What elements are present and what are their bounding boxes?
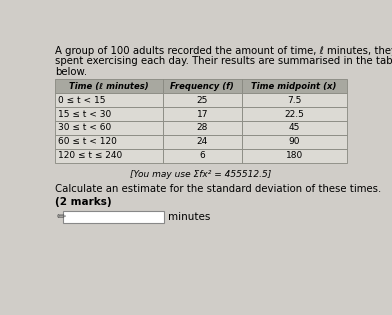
Text: minutes: minutes <box>168 212 211 222</box>
Text: Calculate an estimate for the standard deviation of these times.: Calculate an estimate for the standard d… <box>55 184 381 194</box>
Bar <box>55 107 163 121</box>
Text: 24: 24 <box>197 137 208 146</box>
Bar <box>163 121 242 135</box>
Text: A group of 100 adults recorded the amount of time, ℓ minutes, they: A group of 100 adults recorded the amoun… <box>55 45 392 55</box>
Text: 15 ≤ t < 30: 15 ≤ t < 30 <box>58 110 112 118</box>
Text: spent exercising each day. Their results are summarised in the table: spent exercising each day. Their results… <box>55 56 392 66</box>
Text: 180: 180 <box>285 151 303 160</box>
Bar <box>163 149 242 163</box>
Bar <box>242 93 347 107</box>
Bar <box>242 79 347 93</box>
Bar <box>55 149 163 163</box>
Bar <box>163 93 242 107</box>
Text: 17: 17 <box>197 110 208 118</box>
Text: below.: below. <box>55 67 87 77</box>
Text: 120 ≤ t ≤ 240: 120 ≤ t ≤ 240 <box>58 151 123 160</box>
Text: Frequency (f): Frequency (f) <box>171 82 234 91</box>
Text: 22.5: 22.5 <box>284 110 304 118</box>
Bar <box>55 121 163 135</box>
Text: Time midpoint (x): Time midpoint (x) <box>251 82 337 91</box>
Text: Time (ℓ minutes): Time (ℓ minutes) <box>69 82 149 91</box>
Text: 45: 45 <box>289 123 300 132</box>
Bar <box>242 121 347 135</box>
Text: ✏: ✏ <box>57 212 66 222</box>
Text: [You may use Σfx² = 455512.5]: [You may use Σfx² = 455512.5] <box>130 170 272 179</box>
Text: 7.5: 7.5 <box>287 96 301 105</box>
Bar <box>163 107 242 121</box>
Bar <box>163 79 242 93</box>
Text: 28: 28 <box>197 123 208 132</box>
Text: 90: 90 <box>289 137 300 146</box>
Text: (2 marks): (2 marks) <box>55 197 112 207</box>
Text: 0 ≤ t < 15: 0 ≤ t < 15 <box>58 96 106 105</box>
Bar <box>63 211 164 223</box>
Text: 30 ≤ t < 60: 30 ≤ t < 60 <box>58 123 112 132</box>
Bar <box>242 107 347 121</box>
Text: 6: 6 <box>200 151 205 160</box>
Bar <box>242 135 347 149</box>
Bar <box>55 79 163 93</box>
Bar <box>55 93 163 107</box>
Text: 25: 25 <box>197 96 208 105</box>
Bar <box>55 135 163 149</box>
Text: 60 ≤ t < 120: 60 ≤ t < 120 <box>58 137 117 146</box>
Bar <box>163 135 242 149</box>
Bar <box>242 149 347 163</box>
